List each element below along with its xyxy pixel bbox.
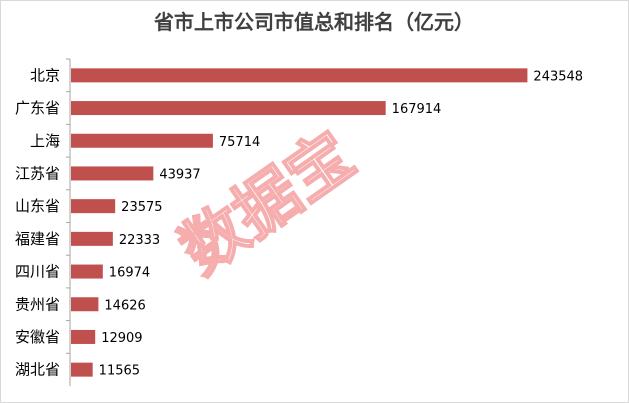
bar-0 <box>71 68 528 83</box>
category-label: 上海 <box>30 132 60 150</box>
category-label: 广东省 <box>15 99 60 117</box>
value-labels: 243548 167914 75714 43937 23575 22333 16974 146… <box>99 69 583 378</box>
bar-5 <box>71 231 113 246</box>
value-label: 14626 <box>104 298 145 313</box>
category-label: 江苏省 <box>15 164 60 182</box>
bar-4 <box>71 199 116 214</box>
bar-7 <box>71 297 99 312</box>
bar-2 <box>71 133 213 148</box>
value-label: 11565 <box>99 364 140 379</box>
bars-group <box>66 58 528 377</box>
value-label: 167914 <box>392 102 442 117</box>
value-label: 12909 <box>101 331 142 346</box>
bar-6 <box>71 264 103 279</box>
value-label: 23575 <box>121 200 162 215</box>
category-label: 山东省 <box>15 197 60 215</box>
category-label: 北京 <box>30 66 60 84</box>
value-label: 22333 <box>119 233 160 248</box>
category-label: 湖北省 <box>15 361 60 379</box>
value-label: 16974 <box>109 266 150 281</box>
value-label: 43937 <box>159 167 200 182</box>
category-label: 安徽省 <box>15 328 60 346</box>
chart-title: 省市上市公司市值总和排名（亿元） <box>153 10 474 34</box>
bar-3 <box>71 166 154 181</box>
category-label: 贵州省 <box>15 295 60 313</box>
category-label: 四川省 <box>15 263 60 281</box>
category-label: 福建省 <box>15 230 60 248</box>
bar-8 <box>71 329 96 344</box>
bar-9 <box>71 362 93 377</box>
bar-1 <box>71 101 386 116</box>
value-label: 243548 <box>533 69 583 84</box>
value-label: 75714 <box>219 135 260 150</box>
